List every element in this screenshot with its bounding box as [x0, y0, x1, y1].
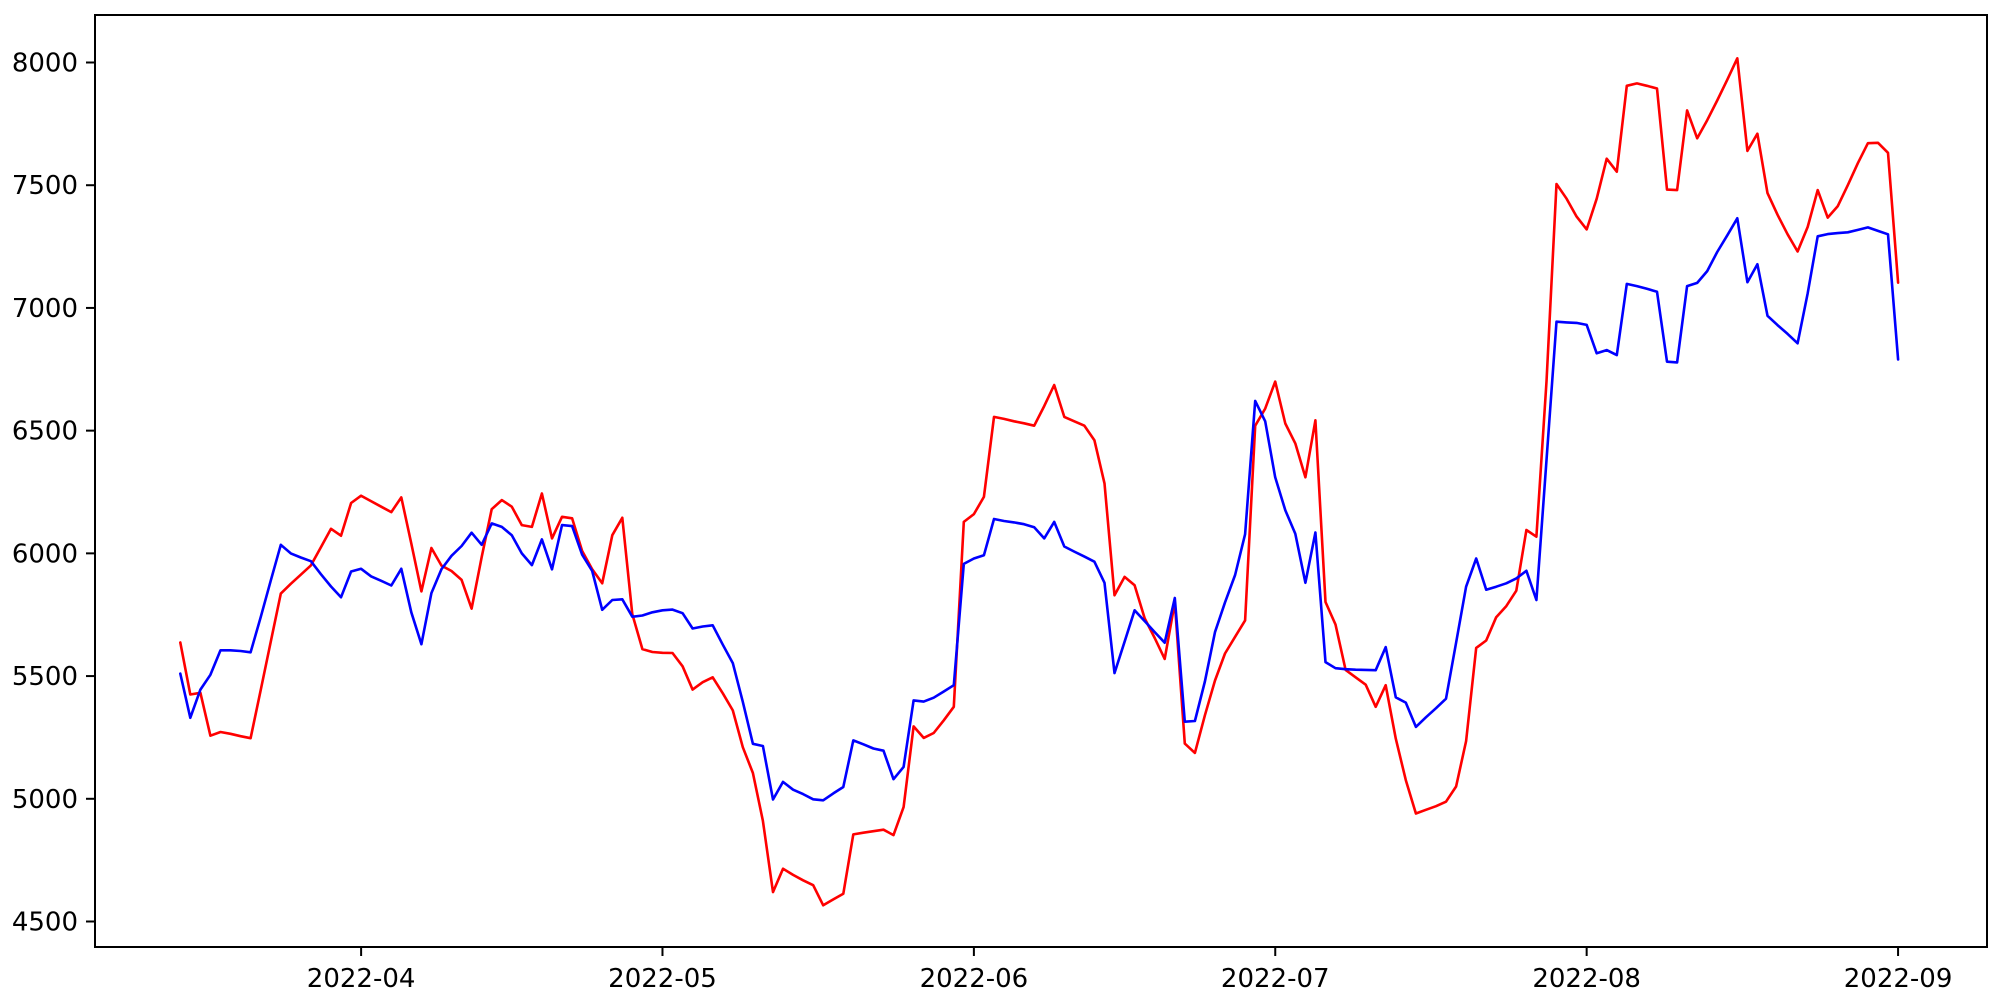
red-series-line	[179, 56, 1900, 907]
x-axis-tick-label: 2022-05	[608, 964, 717, 994]
x-axis-tick-label: 2022-07	[1221, 964, 1330, 994]
y-axis-tick-label: 7000	[12, 294, 78, 324]
y-axis-tick-label: 7500	[12, 171, 78, 201]
x-axis-tick-label: 2022-04	[307, 964, 416, 994]
x-axis-tick-label: 2022-09	[1844, 964, 1953, 994]
y-axis-tick-label: 5500	[12, 662, 78, 692]
plot-border	[94, 14, 1988, 948]
y-axis-tick-label: 5000	[12, 785, 78, 815]
y-axis-tick-label: 4500	[12, 908, 78, 938]
blue-series-line	[179, 217, 1900, 802]
y-axis-tick-label: 8000	[12, 49, 78, 79]
y-axis-tick-label: 6500	[12, 417, 78, 447]
x-axis-tick-label: 2022-06	[920, 964, 1029, 994]
x-axis-tick-label: 2022-08	[1532, 964, 1641, 994]
y-axis-tick-label: 6000	[12, 539, 78, 569]
